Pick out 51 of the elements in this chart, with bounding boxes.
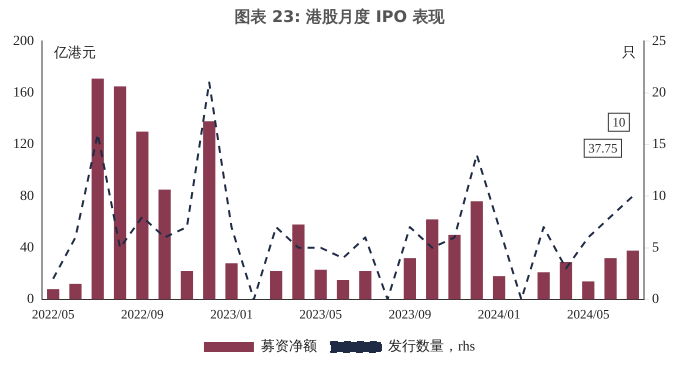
- x-tick-label: 2023/05: [299, 306, 342, 322]
- x-tick-label: 2022/05: [32, 306, 74, 322]
- bar: [270, 271, 282, 300]
- bar: [47, 289, 60, 300]
- x-tick-label: 2024/05: [566, 306, 610, 322]
- bar: [359, 271, 372, 300]
- annotation: 10: [612, 114, 626, 130]
- x-tick-label: 2023/09: [388, 306, 432, 322]
- bar: [92, 78, 104, 300]
- annotation: 37.75: [588, 140, 618, 156]
- bar: [470, 201, 483, 300]
- bar: [426, 219, 438, 300]
- bar: [158, 190, 171, 300]
- bar: [336, 280, 350, 300]
- bar: [69, 284, 82, 300]
- bar: [492, 276, 506, 300]
- y-tick-label: 80: [20, 188, 34, 204]
- x-tick-label: 2023/01: [210, 306, 253, 322]
- legend-label: 发行数量，rhs: [388, 338, 476, 355]
- bar: [136, 132, 148, 300]
- y-axis-title: 亿港元: [53, 44, 96, 61]
- y2-axis-title: 只: [622, 46, 636, 61]
- line-series: [52, 82, 634, 300]
- y2-tick-label: 20: [652, 86, 666, 101]
- x-tick-label: 2022/09: [121, 306, 164, 322]
- bar: [114, 86, 126, 300]
- bar: [626, 250, 639, 300]
- y2-tick-label: 25: [652, 34, 666, 49]
- y-tick-label: 120: [13, 137, 34, 152]
- y-tick-label: 160: [13, 86, 34, 101]
- bar: [538, 272, 550, 300]
- y2-tick-label: 10: [652, 188, 666, 204]
- y-tick-label: 0: [27, 292, 34, 308]
- bar: [404, 258, 416, 300]
- legend-label: 募资净额: [260, 338, 317, 355]
- bar: [203, 121, 216, 300]
- bar: [582, 281, 594, 300]
- bar: [292, 224, 305, 300]
- y2-tick-label: 15: [652, 137, 666, 152]
- bar: [604, 258, 617, 300]
- y-tick-label: 40: [20, 240, 34, 256]
- chart-title: 图表 23: 港股月度 IPO 表现: [234, 6, 446, 26]
- bar: [180, 271, 194, 300]
- bar: [560, 262, 572, 300]
- x-tick-label: 2024/01: [478, 306, 520, 322]
- y2-tick-label: 5: [652, 240, 659, 256]
- bar: [314, 270, 327, 300]
- y2-tick-label: 0: [652, 292, 659, 308]
- bar: [225, 263, 238, 300]
- bar: [448, 234, 461, 300]
- y-tick-label: 200: [13, 34, 34, 49]
